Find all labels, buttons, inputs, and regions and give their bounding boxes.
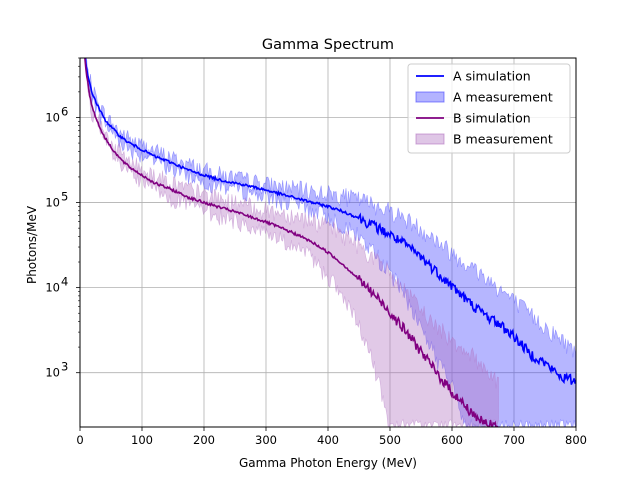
legend-swatch-b-measurement [415,133,445,145]
x-tick-label: 600 [441,433,463,447]
y-tick-exponent: 5 [61,190,68,204]
legend-label-b-measurement: B measurement [453,132,553,147]
x-tick-label: 400 [317,433,339,447]
chart-title: Gamma Spectrum [262,37,394,53]
y-tick-exponent: 4 [61,275,68,289]
y-tick-label: 10 [45,366,60,380]
line-a-simulation [84,58,576,385]
x-tick-label: 300 [255,433,277,447]
y-tick-exponent: 6 [61,104,68,118]
y-tick-exponent: 3 [61,360,68,374]
y-axis-label: Photons/MeV [25,205,39,284]
x-tick-label: 200 [193,433,215,447]
x-tick-label: 700 [503,433,525,447]
y-tick-label: 10 [45,196,60,210]
legend-box [407,63,571,154]
series-group [84,58,576,427]
legend-swatch-a-measurement [415,91,445,103]
band-a-measurement [85,58,576,427]
legend: A simulation A measurement B simulation B m… [407,63,571,154]
y-tick-label: 10 [45,281,60,295]
legend-label-a-measurement: A measurement [453,90,553,105]
x-tick-label: 0 [76,433,83,447]
y-tick-label: 10 [45,110,60,124]
x-tick-label: 100 [131,433,153,447]
x-tick-label: 800 [565,433,587,447]
line-b-simulation [84,58,499,427]
legend-label-b-simulation: B simulation [453,111,531,126]
legend-label-a-simulation: A simulation [453,69,531,84]
x-tick-label: 500 [379,433,401,447]
x-axis-label: Gamma Photon Energy (MeV) [239,456,417,470]
